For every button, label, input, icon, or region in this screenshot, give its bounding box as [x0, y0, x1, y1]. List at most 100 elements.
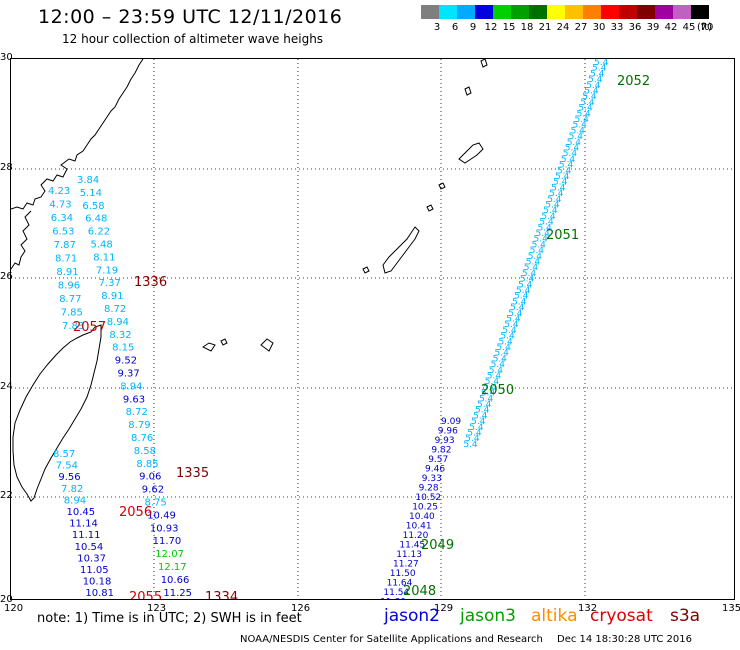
pass-time-label: 2048	[403, 584, 436, 599]
legend-label: 45	[682, 22, 696, 33]
wave-height-value: 4.73	[49, 200, 71, 211]
wave-height-value: 6.48	[85, 214, 107, 225]
legend-swatch	[475, 5, 493, 19]
wave-height-value: 5.4	[506, 315, 521, 325]
wave-height-value: 11.50	[390, 569, 416, 579]
wave-height-value: 5.4	[471, 417, 486, 427]
wave-height-value: 5.4	[569, 132, 584, 142]
pass-time-label: 2055	[129, 590, 162, 600]
wave-height-value: 5.4	[543, 206, 558, 216]
legend-label: 30	[592, 22, 606, 33]
wave-height-value: 5.4	[463, 440, 478, 450]
wave-height-value: 8.77	[59, 294, 81, 305]
wave-height-value: 7.82	[61, 484, 83, 495]
wave-height-value: 5.4	[545, 201, 560, 211]
wave-height-value: 9.52	[115, 356, 137, 367]
wave-height-value: 11.13	[396, 550, 422, 560]
pass-time-label: 2056	[119, 505, 152, 520]
wave-height-value: 8.72	[126, 407, 148, 418]
wave-height-value: 6.58	[82, 201, 104, 212]
longitude-label: 129	[434, 603, 454, 614]
wave-height-value: 5.4	[475, 406, 490, 416]
pass-time-label: 2052	[617, 74, 650, 89]
pass-time-label: 2049	[421, 538, 454, 553]
wave-height-value: 10.81	[85, 588, 114, 599]
wave-height-value: 5.4	[571, 126, 586, 136]
legend-swatch	[673, 5, 691, 19]
wave-height-value: 9.62	[142, 485, 164, 496]
wave-height-value: 5.4	[485, 377, 500, 387]
graticule	[11, 59, 734, 599]
wave-height-value: 5.4	[526, 258, 541, 268]
wave-height-value: 7.87	[54, 240, 76, 251]
footer-timestamp: Dec 14 18:30:28 UTC 2016	[557, 634, 692, 645]
wave-height-value: 10.37	[77, 553, 106, 564]
wave-height-value: 5.4	[477, 400, 492, 410]
wave-height-value: 5.4	[520, 275, 535, 285]
wave-height-value: 8.58	[134, 446, 156, 457]
wave-height-value: 5.4	[469, 423, 484, 433]
wave-height-value: 11.27	[393, 560, 419, 570]
longitude-label: 135	[722, 603, 740, 614]
wave-height-value: 9.82	[431, 446, 451, 456]
wave-height-value: 8.32	[109, 330, 131, 341]
wave-height-value: 5.4	[588, 75, 603, 85]
small-island-4	[464, 86, 472, 96]
wave-height-value: 9.33	[422, 474, 442, 484]
wave-height-value: 9.37	[118, 369, 140, 380]
wave-height-value: 11.45	[399, 541, 425, 551]
wave-height-value: 8.94	[107, 317, 129, 328]
longitude-label: 132	[578, 603, 598, 614]
wave-height-value: 8.72	[104, 304, 126, 315]
legend-swatch	[565, 5, 583, 19]
wave-height-value: 4.23	[48, 186, 70, 197]
legend-swatch	[457, 5, 475, 19]
longitude-label: 123	[147, 603, 167, 614]
wave-height-value: 5.4	[479, 394, 494, 404]
wave-height-value: 10.41	[406, 522, 432, 532]
china-coast	[11, 59, 144, 210]
legend-swatch	[547, 5, 565, 19]
latitude-label: 22	[0, 490, 13, 501]
wave-height-value: 5.4	[536, 229, 551, 239]
legend-swatch	[583, 5, 601, 19]
wave-height-value: 5.4	[489, 366, 504, 376]
wave-height-value: 9.63	[123, 394, 145, 405]
wave-height-value: 5.4	[584, 87, 599, 97]
wave-height-value: 5.4	[551, 183, 566, 193]
wave-height-value: 8.94	[120, 381, 142, 392]
wave-height-value: 5.4	[592, 64, 607, 74]
wave-height-value: 8.75	[145, 498, 167, 509]
small-island-6	[426, 204, 434, 212]
wave-height-value: 7.19	[96, 265, 118, 276]
wave-height-value: 5.4	[547, 195, 562, 205]
wave-height-value: 11.54	[383, 588, 409, 598]
wave-height-value: 5.4	[582, 92, 597, 102]
legend-swatch	[439, 5, 457, 19]
wave-height-value: 8.96	[58, 281, 80, 292]
wave-height-value: 5.4	[473, 411, 488, 421]
wave-height-value: 5.4	[580, 98, 595, 108]
wave-height-value: 5.4	[565, 144, 580, 154]
wave-height-value: 5.4	[514, 292, 529, 302]
legend-swatch	[637, 5, 655, 19]
map-frame: 3.84 5.14 6.58 6.48 6.22 5.48 8.11 7.19 7.37 8.91…	[10, 58, 735, 600]
wave-height-value: 5.4	[541, 212, 556, 222]
wave-height-value: 11.64	[387, 579, 413, 589]
legend-label: 6	[451, 22, 459, 33]
map-subtitle: 12 hour collection of altimeter wave hei…	[62, 32, 324, 46]
wave-height-value: 5.4	[524, 263, 539, 273]
legend-label: 24	[556, 22, 570, 33]
wave-height-value: 5.4	[516, 286, 531, 296]
legend-label: 39	[646, 22, 660, 33]
wave-height-value: 9.96	[438, 427, 458, 437]
wave-height-value: 5.4	[555, 172, 570, 182]
wave-height-value: 5.4	[508, 309, 523, 319]
wave-height-value: 5.4	[504, 320, 519, 330]
wave-height-value: 7.83	[62, 321, 84, 332]
wave-height-value: 11.20	[403, 531, 429, 541]
wave-height-value: 5.4	[539, 218, 554, 228]
wave-height-value: 7.37	[99, 278, 121, 289]
legend-label: 3	[433, 22, 441, 33]
wave-height-value: 5.48	[91, 240, 113, 251]
